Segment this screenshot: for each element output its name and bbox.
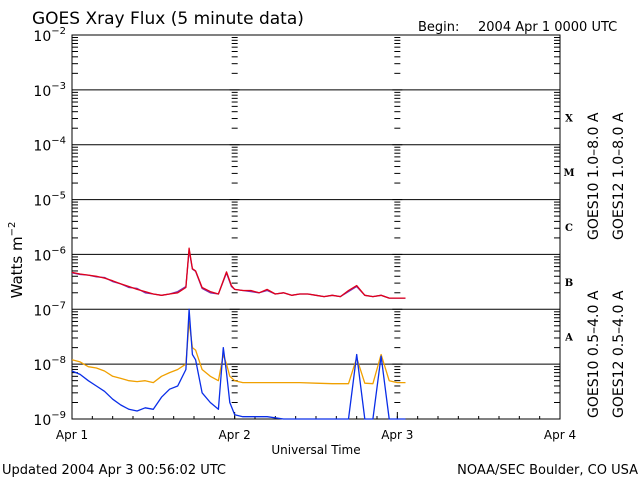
begin-value: 2004 Apr 1 0000 UTC (478, 20, 617, 35)
y-tick-label: 10−9 (33, 410, 66, 429)
legend-goes12-long: GOES12 1.0–8.0 A (611, 112, 627, 240)
legend-goes10-short: GOES10 0.5–4.0 A (586, 290, 602, 418)
plot-area (71, 34, 561, 420)
svg-text:Watts m−2: Watts m−2 (7, 222, 26, 299)
y-tick-label: 10−7 (33, 300, 66, 319)
flare-class-labels: A B C M X (563, 113, 574, 343)
series-layer (71, 247, 406, 420)
y-axis-label-main: Watts m (8, 236, 26, 298)
series-line-goes12-short (71, 308, 406, 420)
x-tick-label: Apr 1 (56, 428, 88, 442)
y-tick-label: 10−5 (33, 191, 66, 210)
series-line-goes10-long (71, 249, 406, 299)
x-tick-label: Apr 2 (219, 428, 251, 442)
flare-class-b: B (565, 278, 573, 289)
legend-goes12-short: GOES12 0.5–4.0 A (611, 290, 627, 418)
flare-class-c: C (565, 223, 573, 234)
x-axis-label: Universal Time (271, 443, 360, 457)
y-tick-label: 10−6 (33, 245, 66, 264)
y-tick-label: 10−8 (33, 355, 66, 374)
footer-source: NOAA/SEC Boulder, CO USA (457, 463, 638, 478)
flare-class-x: X (565, 113, 573, 124)
plot-frame (71, 34, 561, 420)
flare-class-a: A (564, 333, 573, 344)
grid-layer (71, 34, 561, 420)
legend-goes10-long: GOES10 1.0–8.0 A (586, 112, 602, 240)
series-line-goes10-short (71, 320, 406, 385)
y-axis-label-exp: −2 (7, 222, 18, 237)
flare-class-m: M (563, 168, 574, 179)
y-tick-label: 10−4 (33, 136, 66, 155)
begin-label: Begin: (418, 20, 459, 35)
x-tick-label: Apr 4 (544, 428, 576, 442)
series-line-goes12-long (71, 247, 406, 299)
y-tick-labels: 10−9 10−8 10−7 10−6 10−5 10−4 10−3 10−2 (33, 26, 66, 429)
footer-updated: Updated 2004 Apr 3 00:56:02 UTC (2, 463, 226, 478)
y-axis-label: Watts m−2 (7, 222, 26, 299)
x-tick-label: Apr 3 (381, 428, 413, 442)
legend: GOES10 1.0–8.0 A GOES12 1.0–8.0 A GOES10… (586, 112, 627, 418)
chart-title: GOES Xray Flux (5 minute data) (32, 9, 304, 29)
x-tick-labels: Apr 1 Apr 2 Apr 3 Apr 4 (56, 428, 576, 442)
y-tick-label: 10−3 (33, 81, 66, 100)
y-tick-label: 10−2 (33, 26, 66, 45)
